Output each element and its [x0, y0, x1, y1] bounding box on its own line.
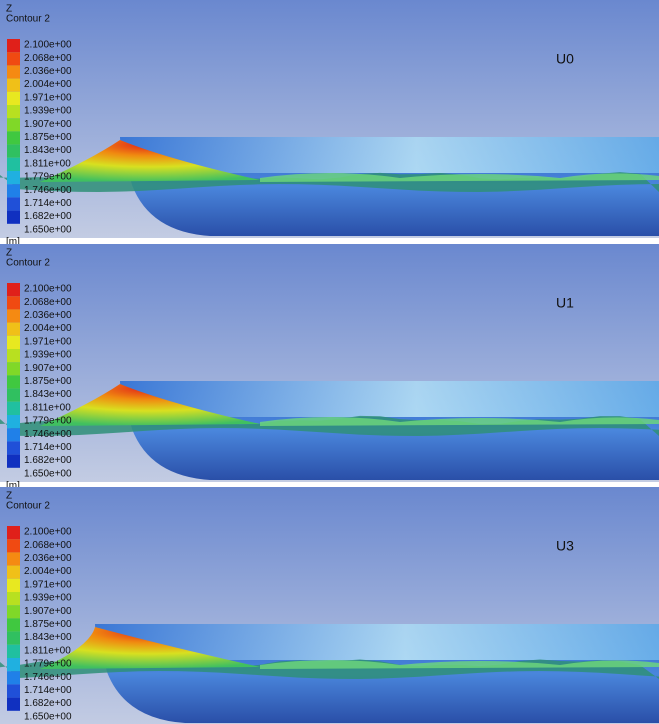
colorbar-segment — [7, 79, 20, 92]
legend-label: 2.100e+00 — [24, 40, 72, 51]
legend-label: 1.746e+00 — [24, 429, 72, 440]
colorbar-segment — [7, 92, 20, 105]
colorbar-segment — [7, 526, 20, 539]
panel-label: U0 — [556, 51, 574, 67]
colorbar-segment — [7, 579, 20, 592]
colorbar-segment — [7, 296, 20, 309]
legend-label: 2.036e+00 — [24, 66, 72, 77]
colorbar-segment — [7, 349, 20, 362]
colorbar-segment — [7, 402, 20, 415]
colorbar-segment — [7, 65, 20, 78]
legend-label: 1.811e+00 — [24, 158, 71, 169]
legend-label: 1.779e+00 — [24, 416, 72, 427]
legend-label: 1.875e+00 — [24, 132, 72, 143]
legend-title: Contour 2 — [6, 14, 50, 25]
legend-label: 2.004e+00 — [24, 323, 72, 334]
colorbar-segment — [7, 362, 20, 375]
legend-label: 1.875e+00 — [24, 619, 72, 630]
colorbar-segment — [7, 197, 20, 210]
colorbar-segment — [7, 336, 20, 349]
legend-label: 2.036e+00 — [24, 310, 72, 321]
colorbar-segment — [7, 375, 20, 388]
colorbar-segment — [7, 39, 20, 52]
legend-label: 2.068e+00 — [24, 53, 72, 64]
legend-label: 1.682e+00 — [24, 455, 72, 466]
colorbar-segment — [7, 539, 20, 552]
legend-label: 1.714e+00 — [24, 198, 72, 209]
colorbar-segment — [7, 145, 20, 158]
legend-label: 1.682e+00 — [24, 211, 72, 222]
colorbar-segment — [7, 184, 20, 197]
legend-label: 1.811e+00 — [24, 645, 71, 656]
legend-label: 2.068e+00 — [24, 297, 72, 308]
colorbar-segment — [7, 441, 20, 454]
colorbar-segment — [7, 671, 20, 684]
colorbar-segment — [7, 158, 20, 171]
colorbar-segment — [7, 309, 20, 322]
legend-label: 1.907e+00 — [24, 119, 72, 130]
colorbar-segment — [7, 131, 20, 144]
colorbar-segment — [7, 645, 20, 658]
legend-label: 2.100e+00 — [24, 284, 72, 295]
legend-label: 1.843e+00 — [24, 632, 72, 643]
legend-label: 1.746e+00 — [24, 185, 72, 196]
legend-title: Contour 2 — [6, 258, 50, 269]
legend-label: 1.875e+00 — [24, 376, 72, 387]
legend-label: 1.714e+00 — [24, 442, 72, 453]
legend-label: 2.004e+00 — [24, 566, 72, 577]
legend-label: 1.939e+00 — [24, 106, 72, 117]
panel: ZContour 22.100e+002.068e+002.036e+002.0… — [0, 244, 659, 491]
legend-label: 1.714e+00 — [24, 685, 72, 696]
legend-label: 2.068e+00 — [24, 540, 72, 551]
legend-label: 1.907e+00 — [24, 363, 72, 374]
colorbar-segment — [7, 211, 20, 224]
legend-label: 1.779e+00 — [24, 659, 72, 670]
panel-label: U1 — [556, 295, 574, 311]
legend-label: 1.650e+00 — [24, 711, 72, 722]
legend-label: 1.939e+00 — [24, 593, 72, 604]
legend-label: 1.650e+00 — [24, 224, 72, 235]
legend-label: 1.971e+00 — [24, 579, 72, 590]
legend-label: 1.779e+00 — [24, 172, 72, 183]
legend-label: 1.746e+00 — [24, 672, 72, 683]
legend-label: 1.971e+00 — [24, 92, 72, 103]
colorbar-segment — [7, 105, 20, 118]
colorbar-segment — [7, 566, 20, 579]
legend-label: 1.811e+00 — [24, 402, 71, 413]
colorbar-segment — [7, 389, 20, 402]
colorbar-segment — [7, 684, 20, 697]
legend-label: 1.682e+00 — [24, 698, 72, 709]
colorbar-segment — [7, 632, 20, 645]
colorbar-segment — [7, 592, 20, 605]
colorbar-segment — [7, 618, 20, 631]
colorbar-segment — [7, 118, 20, 131]
legend-label: 1.843e+00 — [24, 145, 72, 156]
colorbar-segment — [7, 323, 20, 336]
colorbar-segment — [7, 415, 20, 428]
colorbar-segment — [7, 552, 20, 565]
legend-label: 2.036e+00 — [24, 553, 72, 564]
colorbar-segment — [7, 171, 20, 184]
panel-label: U3 — [556, 538, 574, 554]
colorbar-segment — [7, 52, 20, 65]
colorbar-segment — [7, 605, 20, 618]
legend-label: 2.004e+00 — [24, 79, 72, 90]
legend-label: 1.843e+00 — [24, 389, 72, 400]
legend-label: 1.650e+00 — [24, 468, 72, 479]
colorbar-segment — [7, 698, 20, 711]
colorbar-segment — [7, 658, 20, 671]
colorbar-segment — [7, 455, 20, 468]
legend-label: 1.971e+00 — [24, 336, 72, 347]
legend-title: Contour 2 — [6, 501, 50, 512]
legend-label: 1.907e+00 — [24, 606, 72, 617]
legend-label: 1.939e+00 — [24, 350, 72, 361]
colorbar-segment — [7, 283, 20, 296]
colorbar-segment — [7, 428, 20, 441]
screenshot: ZContour 22.100e+002.068e+002.036e+002.0… — [0, 0, 659, 724]
legend-label: 2.100e+00 — [24, 527, 72, 538]
